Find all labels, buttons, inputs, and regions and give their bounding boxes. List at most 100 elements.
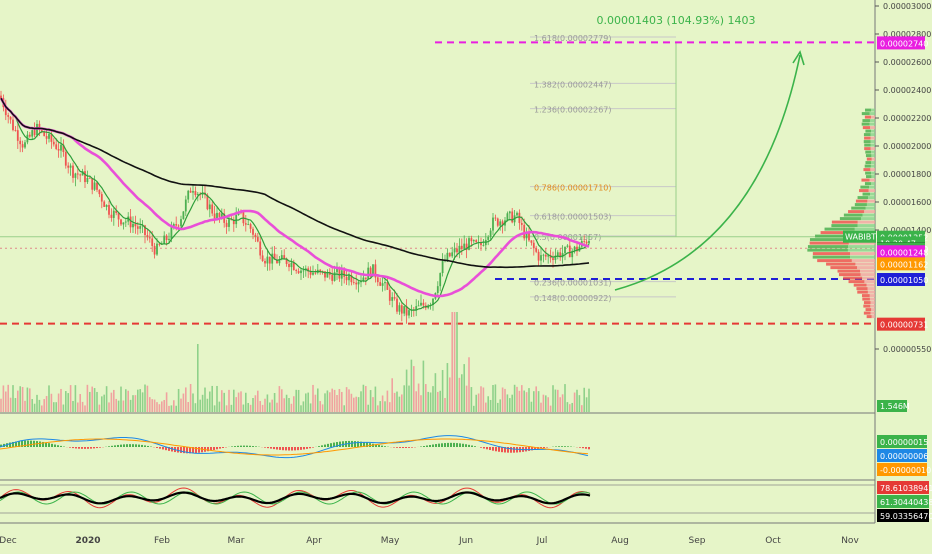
- candle-body: [403, 306, 405, 313]
- volume-bar: [231, 405, 233, 412]
- volume-bar: [161, 401, 163, 412]
- profile-bar: [860, 186, 869, 189]
- candle-body: [211, 204, 213, 213]
- volume-bar: [65, 391, 67, 412]
- volume-bar: [475, 395, 477, 412]
- profile-bar: [870, 123, 875, 126]
- candle-body: [22, 144, 24, 147]
- volume-bar: [394, 393, 396, 412]
- macd-histogram-bar: [237, 446, 239, 447]
- profile-bar: [867, 158, 872, 161]
- macd-histogram-bar: [276, 447, 278, 450]
- profile-bar: [813, 252, 850, 255]
- profile-bar: [868, 196, 875, 199]
- volume-bar: [168, 406, 170, 412]
- volume-bar: [123, 401, 125, 412]
- volume-bar: [425, 384, 427, 412]
- profile-bar: [870, 168, 875, 171]
- profile-bar: [865, 116, 871, 119]
- macd-histogram-bar: [405, 447, 407, 448]
- profile-bar: [858, 221, 875, 224]
- profile-bar: [867, 315, 872, 318]
- volume-bar: [384, 401, 386, 412]
- profile-bar: [871, 175, 875, 178]
- volume-bar: [451, 312, 453, 412]
- volume-bar: [192, 393, 194, 412]
- volume-bar: [468, 357, 470, 412]
- macd-histogram-bar: [306, 447, 308, 449]
- volume-bar: [171, 405, 173, 412]
- macd-histogram-bar: [282, 447, 284, 450]
- profile-bar: [864, 280, 875, 283]
- volume-bar: [478, 393, 480, 412]
- volume-bar: [94, 388, 96, 412]
- volume-bar: [106, 386, 108, 412]
- volume-bar: [113, 390, 115, 412]
- volume-bar: [531, 402, 533, 412]
- candle-body: [379, 282, 381, 286]
- candle-body: [166, 236, 168, 240]
- candle-body: [312, 273, 314, 275]
- candle-body: [247, 224, 249, 225]
- macd-histogram-bar: [510, 447, 512, 453]
- volume-bar: [360, 391, 362, 412]
- candle-body: [163, 236, 165, 244]
- candle-body: [24, 142, 26, 147]
- macd-histogram-bar: [312, 447, 314, 448]
- candle-body: [0, 96, 2, 99]
- candle-body: [125, 222, 127, 223]
- macd-label: 0.00000015: [880, 438, 928, 447]
- volume-bar: [108, 402, 110, 412]
- candle-body: [147, 235, 149, 237]
- volume-bar: [197, 344, 199, 412]
- candle-body: [12, 120, 14, 131]
- volume-bar: [319, 401, 321, 412]
- volume-bar: [53, 402, 55, 412]
- candle-body: [264, 261, 266, 263]
- profile-bar: [868, 291, 875, 294]
- candle-body: [334, 272, 336, 281]
- macd-histogram-bar: [117, 445, 119, 447]
- volume-bar: [79, 394, 81, 412]
- macd-histogram-bar: [453, 443, 455, 447]
- macd-histogram-bar: [327, 444, 329, 447]
- volume-bar: [538, 391, 540, 412]
- volume-bar: [291, 404, 293, 412]
- candle-body: [34, 130, 36, 135]
- candle-body: [15, 130, 17, 131]
- candle-body: [67, 166, 69, 168]
- profile-bar: [865, 109, 871, 112]
- candle-body: [588, 241, 590, 243]
- macd-histogram-bar: [441, 443, 443, 447]
- macd-histogram-bar: [156, 447, 158, 448]
- volume-bar: [514, 385, 516, 412]
- profile-bar: [871, 172, 875, 175]
- candle-body: [451, 252, 453, 256]
- macd-histogram-bar: [111, 446, 113, 447]
- macd-histogram-bar: [456, 443, 458, 447]
- macd-histogram-bar: [447, 443, 449, 447]
- stoch-label: 78.61038941: [880, 484, 932, 493]
- candle-body: [418, 305, 420, 306]
- volume-bar: [305, 393, 307, 412]
- volume-bar: [420, 395, 422, 412]
- price-label: 0.00001248: [880, 248, 928, 257]
- profile-bar: [866, 284, 875, 287]
- macd-histogram-bar: [60, 446, 62, 447]
- volume-bar: [139, 389, 141, 412]
- volume-bar: [27, 388, 29, 412]
- stoch-label: 59.03356470: [880, 512, 932, 521]
- volume-bar: [3, 385, 5, 412]
- candle-body: [583, 241, 585, 242]
- volume-bar: [372, 397, 374, 412]
- profile-bar: [865, 130, 871, 133]
- candle-body: [535, 248, 537, 251]
- volume-bar: [463, 364, 465, 412]
- macd-histogram-bar: [411, 447, 413, 448]
- volume-bar: [322, 404, 324, 412]
- time-tick-label: Feb: [154, 536, 170, 546]
- price-tick-label: 0.00000550: [883, 345, 931, 354]
- volume-bar: [411, 360, 413, 412]
